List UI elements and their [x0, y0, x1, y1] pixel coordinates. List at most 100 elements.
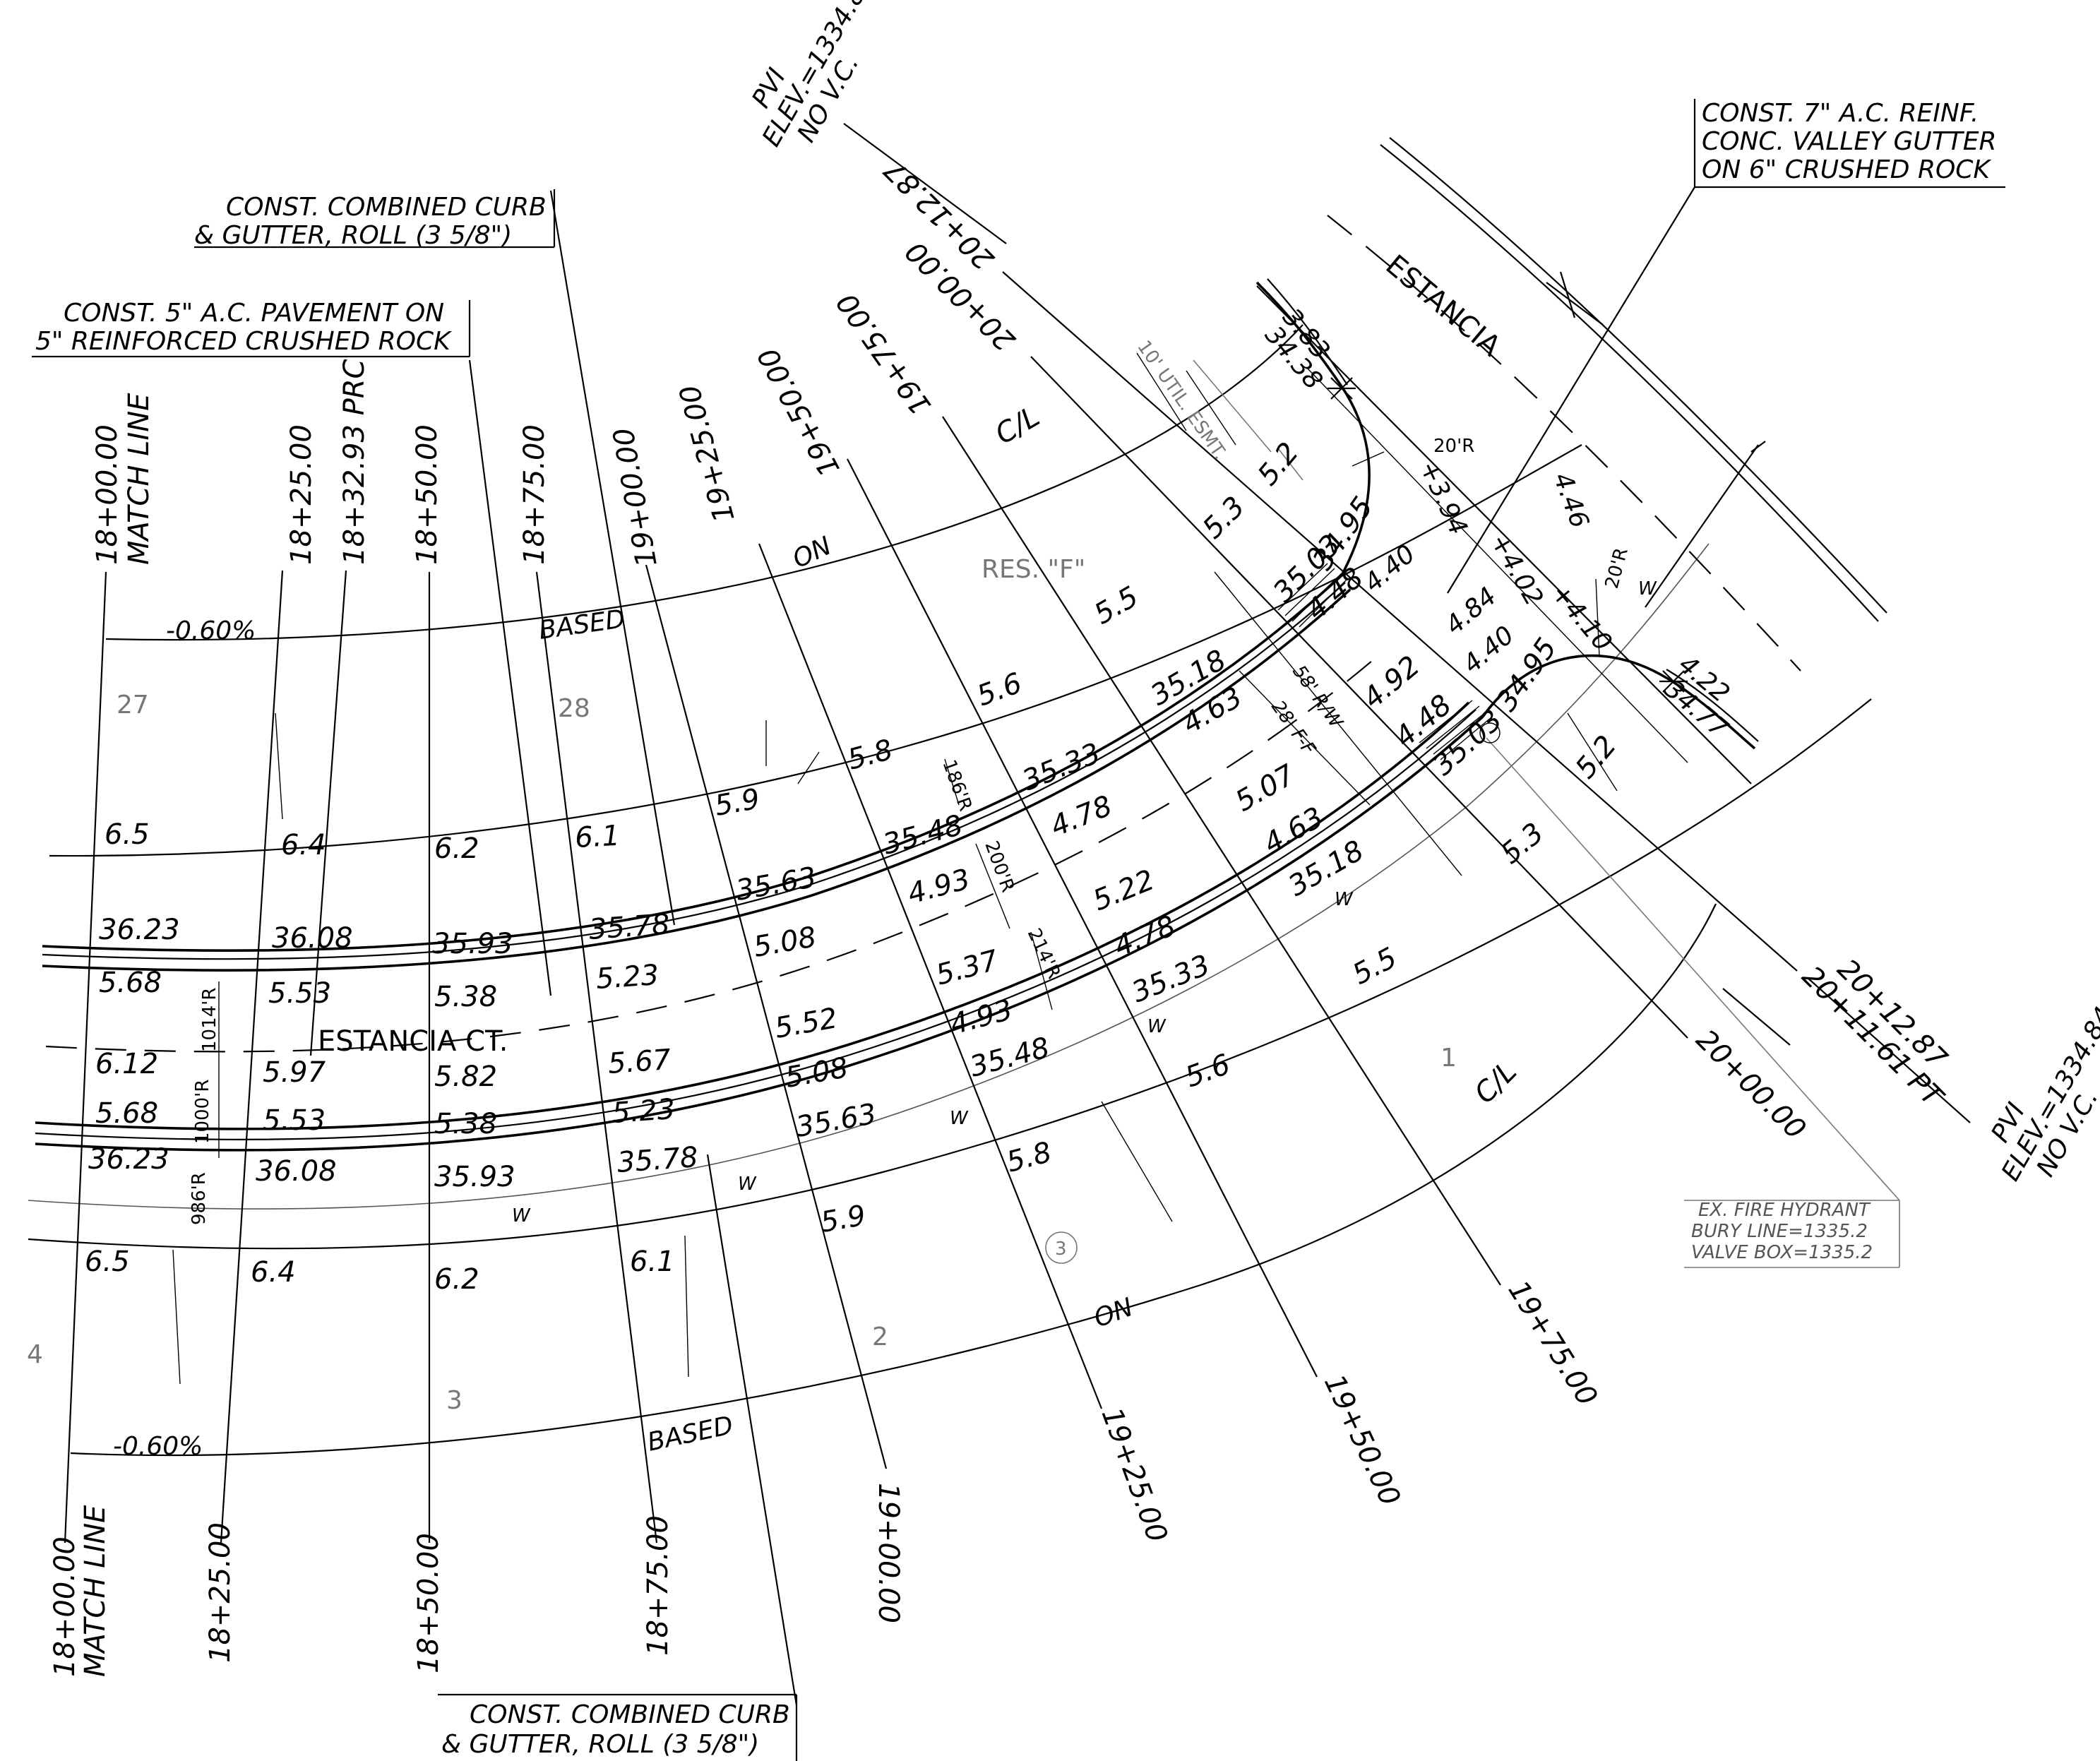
water-label-1: W	[512, 1205, 531, 1226]
elev-f-5-8: 5.8	[1003, 1136, 1055, 1179]
lot-27: 27	[117, 691, 149, 720]
elev-b-5-23: 5.23	[595, 959, 660, 996]
elev-b-5-38: 5.38	[434, 981, 497, 1013]
elev-f-6-2: 6.2	[434, 1263, 479, 1296]
note-curb-top-2: & GUTTER, ROLL (3 5/8")	[194, 221, 512, 250]
lot-2: 2	[872, 1323, 888, 1351]
radius-20-right: 20'R	[1601, 546, 1633, 591]
on-bottom-label: ON	[1090, 1293, 1137, 1333]
note-valley-2: CONC. VALLEY GUTTER	[1702, 127, 1997, 156]
station-top-18-32-prc: 18+32.93 PRC	[338, 359, 371, 565]
elev-f-6-5: 6.5	[85, 1246, 130, 1278]
match-line-top: MATCH LINE	[123, 393, 155, 565]
elev-f-6-4: 6.4	[251, 1256, 296, 1289]
road-geometry	[28, 137, 1887, 1457]
station-top-18-25: 18+25.00	[285, 424, 318, 565]
elev-e-36-23: 36.23	[88, 1143, 169, 1176]
water-label-3: W	[950, 1108, 969, 1129]
note-valley-1: CONST. 7" A.C. REINF.	[1702, 99, 1979, 128]
water-label-2: W	[738, 1174, 757, 1195]
radius-1014: 1014'R	[199, 988, 220, 1052]
station-bottom-18-50: 18+50.00	[412, 1533, 445, 1673]
elev-b-5-53: 5.53	[268, 977, 331, 1010]
elev-top-5-6: 5.6	[973, 667, 1027, 712]
elev-e-35-78: 35.78	[616, 1141, 698, 1179]
station-top-18-00: 18+00.00	[91, 424, 124, 565]
elev-top-5-9: 5.9	[712, 782, 763, 822]
elev-f-5-5: 5.5	[1347, 941, 1402, 991]
elev-c-5-52: 5.52	[772, 1002, 840, 1045]
callout-notes: CONST. COMBINED CURB & GUTTER, ROLL (3 5…	[32, 0, 2100, 1761]
elev-d-5-68: 5.68	[95, 1097, 158, 1130]
lot-4: 4	[27, 1340, 43, 1369]
elev-a-35-33: 35.33	[1018, 737, 1105, 798]
station-top-19-25: 19+25.00	[674, 381, 741, 525]
elev-b-5-08: 5.08	[751, 921, 819, 964]
note-curb-bottom-2: & GUTTER, ROLL (3 5/8")	[441, 1730, 759, 1759]
station-top-19-00: 19+00.00	[607, 425, 664, 569]
elev-f-6-1: 6.1	[630, 1246, 675, 1278]
grade-bottom-label: -0.60%	[113, 1432, 203, 1461]
lot-numbers: 27 28 1 2 3 4 3	[27, 691, 1457, 1415]
elev-g-4-46: 4.46	[1548, 469, 1594, 532]
based-top-label: BASED	[537, 604, 627, 645]
elev-b-5-68: 5.68	[99, 967, 162, 999]
elev-g-4-40-a: 4.40	[1359, 539, 1421, 598]
lot-3-circled: 3	[1055, 1238, 1067, 1260]
elev-d-5-53: 5.53	[263, 1104, 326, 1137]
elev-d-4-93: 4.93	[947, 993, 1016, 1041]
station-bottom-19-75: 19+75.00	[1502, 1275, 1604, 1411]
station-top-18-75: 18+75.00	[518, 424, 551, 565]
elev-g-3-94: +3.94	[1414, 456, 1473, 539]
note-curb-bottom-1: CONST. COMBINED CURB	[470, 1700, 790, 1729]
elev-a-35-63: 35.63	[734, 861, 819, 907]
elev-c-6-12: 6.12	[95, 1048, 158, 1080]
lot-28: 28	[558, 694, 590, 723]
radius-1000: 1000'R	[192, 1080, 213, 1144]
elev-f-5-2: 5.2	[1569, 729, 1623, 784]
radius-20-top: 20'R	[1433, 436, 1474, 457]
station-bottom-19-00: 19+00.00	[872, 1483, 905, 1623]
elev-c-5-37: 5.37	[933, 944, 1002, 992]
elev-f-5-6: 5.6	[1181, 1048, 1235, 1094]
station-bottom-18-75: 18+75.00	[642, 1515, 674, 1656]
lot-1: 1	[1440, 1044, 1457, 1073]
water-label-6: W	[1638, 578, 1657, 599]
elev-d-5-38: 5.38	[434, 1108, 497, 1140]
elev-d-5-23: 5.23	[611, 1093, 676, 1130]
note-hydrant-3: VALVE BOX=1335.2	[1691, 1242, 1873, 1263]
radius-986: 986'R	[189, 1172, 210, 1225]
note-pavement-1: CONST. 5" A.C. PAVEMENT ON	[64, 299, 444, 328]
elev-e-36-08: 36.08	[256, 1155, 337, 1188]
station-bottom-19-50: 19+50.00	[1318, 1370, 1407, 1511]
elev-top-6-4: 6.4	[281, 829, 326, 861]
elev-c-5-97: 5.97	[263, 1056, 326, 1089]
elev-c-5-82: 5.82	[434, 1061, 497, 1093]
elev-e-35-63: 35.63	[794, 1098, 879, 1144]
station-bottom-20-00: 20+00.00	[1690, 1024, 1812, 1146]
elev-top-5-2: 5.2	[1251, 436, 1305, 491]
cl-top-label: C/L	[990, 400, 1045, 451]
elev-f-5-3: 5.3	[1495, 817, 1550, 871]
elev-a-34-95: 34.95	[1307, 491, 1380, 576]
water-label-5: W	[1335, 889, 1354, 910]
elev-b-4-93: 4.93	[905, 863, 974, 910]
cl-bottom-label: C/L	[1469, 1055, 1524, 1110]
station-bottom-18-25: 18+25.00	[204, 1522, 237, 1663]
elev-top-5-5: 5.5	[1089, 580, 1144, 631]
station-top-19-50: 19+50.00	[752, 342, 847, 482]
water-label-4: W	[1147, 1016, 1167, 1037]
elev-c-5-07: 5.07	[1230, 758, 1301, 818]
elev-top-6-2: 6.2	[434, 832, 479, 865]
station-top-19-75: 19+75.00	[830, 287, 938, 420]
note-pavement-2: 5" REINFORCED CRUSHED ROCK	[35, 327, 452, 356]
note-hydrant-2: BURY LINE=1335.2	[1691, 1221, 1868, 1242]
elev-d-4-78: 4.78	[1110, 909, 1181, 963]
station-top-18-50: 18+50.00	[411, 424, 443, 565]
elev-d-4-63: 4.63	[1258, 801, 1329, 860]
lot-3: 3	[446, 1386, 463, 1415]
match-line-bottom: MATCH LINE	[79, 1505, 112, 1677]
elev-top-5-8: 5.8	[845, 734, 896, 777]
elev-d-5-08: 5.08	[783, 1051, 851, 1094]
